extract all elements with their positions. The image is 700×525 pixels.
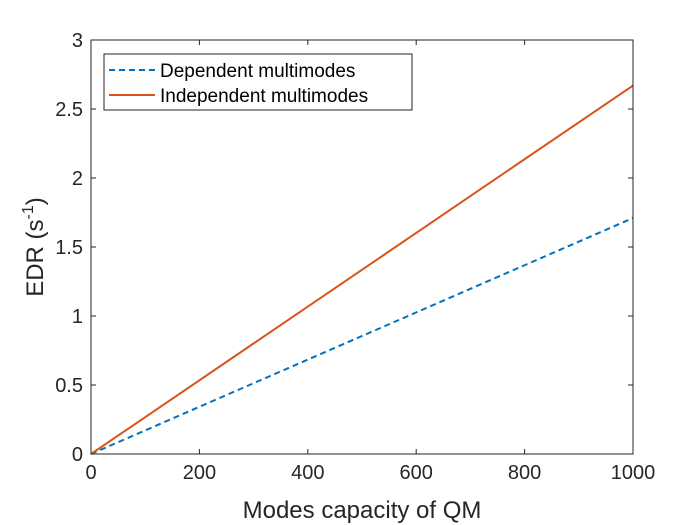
legend: Dependent multimodes Independent multimo… [103,53,413,111]
x-tick-label: 200 [183,462,216,484]
series-line-dependent [90,217,634,455]
y-tick-label: 0.5 [55,375,83,397]
legend-label-dependent: Dependent multimodes [160,61,355,82]
y-tick-label: 2 [72,168,83,190]
x-axis-ticks: 0 200 400 600 800 1000 [85,40,655,484]
y-axis-ticks: 0 0.5 1 1.5 2 2.5 3 [55,30,633,466]
x-tick-label: 800 [508,462,541,484]
series-line-independent [90,84,634,455]
x-tick-label: 1000 [611,462,656,484]
x-tick-label: 0 [85,462,96,484]
x-tick-label: 400 [291,462,324,484]
y-tick-label: 2.5 [55,99,83,121]
y-tick-label: 1.5 [55,237,83,259]
y-tick-label: 1 [72,306,83,328]
legend-box [103,53,413,111]
series-layer [90,84,634,455]
y-axis-label: EDR (s-1) [20,197,49,297]
y-tick-label: 3 [72,30,83,52]
legend-label-independent: Independent multimodes [160,86,368,107]
y-tick-label: 0 [72,444,83,466]
x-axis-label: Modes capacity of QM [243,497,482,524]
x-tick-label: 600 [400,462,433,484]
